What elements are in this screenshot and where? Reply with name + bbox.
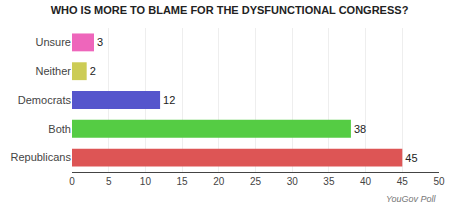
svg-text:0: 0 xyxy=(69,176,75,187)
svg-text:5: 5 xyxy=(106,176,112,187)
svg-text:35: 35 xyxy=(323,176,335,187)
svg-text:15: 15 xyxy=(177,176,189,187)
svg-text:3: 3 xyxy=(97,36,103,48)
svg-text:20: 20 xyxy=(213,176,225,187)
svg-text:Neither: Neither xyxy=(36,65,72,77)
svg-text:Republicans: Republicans xyxy=(10,151,71,163)
svg-text:40: 40 xyxy=(360,176,372,187)
svg-text:10: 10 xyxy=(140,176,152,187)
svg-text:Both: Both xyxy=(48,123,71,135)
svg-text:Unsure: Unsure xyxy=(36,36,71,48)
svg-text:WHO IS MORE TO BLAME FOR THE D: WHO IS MORE TO BLAME FOR THE DYSFUNCTION… xyxy=(51,4,409,16)
svg-text:25: 25 xyxy=(250,176,262,187)
svg-text:12: 12 xyxy=(163,94,175,106)
svg-text:2: 2 xyxy=(90,65,96,77)
svg-text:50: 50 xyxy=(433,176,445,187)
svg-text:YouGov Poll: YouGov Poll xyxy=(386,194,437,204)
svg-text:Democrats: Democrats xyxy=(18,94,72,106)
svg-text:38: 38 xyxy=(354,123,366,135)
svg-text:30: 30 xyxy=(287,176,299,187)
svg-text:45: 45 xyxy=(397,176,409,187)
svg-text:45: 45 xyxy=(405,152,417,164)
